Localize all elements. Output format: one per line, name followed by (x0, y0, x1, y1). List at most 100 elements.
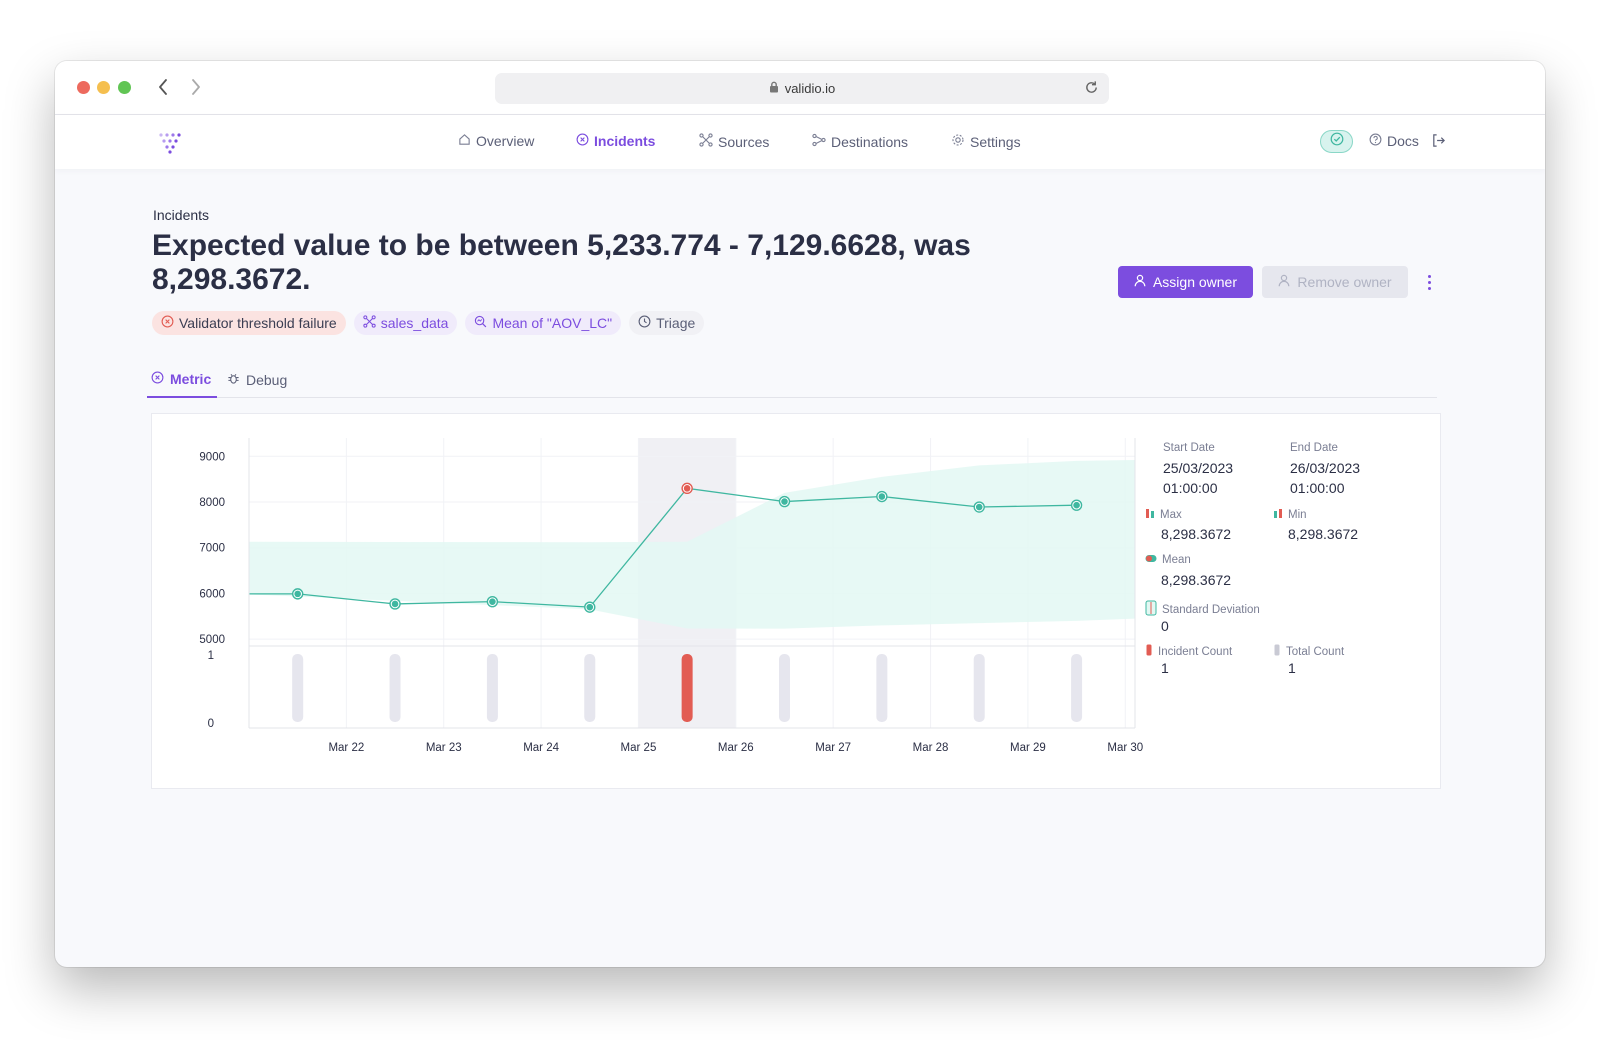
count-tick-label: 1 (208, 650, 214, 662)
page-title: Expected value to be between 5,233.774 -… (152, 229, 971, 296)
data-point (586, 603, 594, 611)
end-time-value: 01:00:00 (1290, 480, 1345, 496)
y-tick-label: 6000 (199, 588, 225, 600)
y-tick-label: 8000 (199, 497, 225, 509)
assign-owner-button[interactable]: Assign owner (1118, 266, 1253, 298)
min-value: 8,298.3672 (1288, 526, 1359, 542)
incident-icon (576, 133, 589, 149)
series-line-mean (249, 487, 1077, 608)
data-point (878, 493, 886, 500)
mean-value: 8,298.3672 (1161, 572, 1232, 588)
back-arrow-icon[interactable] (153, 77, 173, 97)
tag-source[interactable]: sales_data (353, 311, 458, 335)
tab-debug[interactable]: Debug (223, 361, 291, 398)
incident-point (683, 485, 691, 492)
data-point (1073, 501, 1080, 509)
total-count-bar (1071, 654, 1083, 722)
bug-icon (227, 372, 240, 388)
x-tick-label: Mar 27 (815, 742, 851, 754)
start-date-value: 25/03/2023 (1163, 460, 1234, 476)
logout-icon[interactable] (1431, 133, 1446, 153)
nav-item-sources[interactable]: Sources (699, 133, 769, 150)
x-tick-label: Mar 24 (523, 742, 559, 754)
incident-count-icon (1145, 644, 1153, 659)
home-icon (458, 133, 471, 149)
address-bar[interactable]: validio.io (495, 73, 1109, 104)
total-count-bar (292, 654, 304, 722)
incident-tabs: Metric Debug (147, 361, 1437, 398)
minimize-window-button[interactable] (97, 81, 110, 94)
x-tick-label: Mar 29 (1010, 742, 1046, 754)
validio-logo[interactable] (158, 132, 182, 159)
x-tick-label: Mar 26 (718, 742, 754, 754)
main-nav: Overview Incidents Sources Destinations (55, 115, 1545, 169)
min-label: Min (1273, 508, 1307, 522)
nav-item-destinations[interactable]: Destinations (812, 133, 908, 150)
incident-icon (151, 371, 164, 387)
y-tick-label: 5000 (199, 634, 225, 646)
check-circle-icon (1330, 132, 1344, 151)
incident-tags: Validator threshold failure sales_data M… (152, 311, 705, 335)
std-dev-icon (1145, 600, 1157, 619)
url-text: validio.io (784, 81, 836, 96)
user-icon (1134, 274, 1146, 290)
browser-window: validio.io Overview (55, 61, 1545, 967)
tag-status[interactable]: Triage (629, 311, 705, 335)
app-navbar: Overview Incidents Sources Destinations (55, 115, 1545, 169)
close-window-button[interactable] (77, 81, 90, 94)
data-point (975, 503, 983, 511)
y-tick-label: 9000 (199, 451, 225, 463)
max-label: Max (1145, 508, 1182, 522)
incident-count-value: 1 (1161, 660, 1169, 676)
end-date-label: End Date (1290, 442, 1338, 454)
help-circle-icon (1369, 133, 1382, 149)
mean-icon (1145, 554, 1157, 566)
start-date-label: Start Date (1163, 442, 1215, 454)
nav-item-settings[interactable]: Settings (951, 133, 1021, 150)
nav-item-overview[interactable]: Overview (458, 133, 534, 149)
user-icon (1278, 274, 1290, 290)
incident-count-bar (681, 654, 693, 722)
max-icon (1145, 508, 1155, 522)
total-count-bar (973, 654, 985, 722)
total-count-bar (389, 654, 401, 722)
total-count-bar (876, 654, 888, 722)
status-indicator[interactable] (1320, 130, 1353, 153)
min-icon (1273, 508, 1283, 522)
x-tick-label: Mar 23 (426, 742, 462, 754)
reload-icon[interactable] (1084, 80, 1099, 98)
sources-icon (363, 315, 376, 331)
incident-details-panel: Start Date 25/03/2023 01:00:00 End Date … (1145, 436, 1425, 696)
x-tick-label: Mar 28 (913, 742, 949, 754)
tab-metric[interactable]: Metric (147, 361, 217, 398)
forward-arrow-icon[interactable] (186, 77, 206, 97)
maximize-window-button[interactable] (118, 81, 131, 94)
metric-chart: 5000 6000 7000 8000 9000 0 1 Mar 22 Mar 23 Mar 24… (199, 438, 1143, 754)
destinations-icon (812, 133, 826, 150)
breadcrumb[interactable]: Incidents (153, 207, 210, 223)
total-count-value: 1 (1288, 660, 1296, 676)
metric-chart-card: 5000 6000 7000 8000 9000 0 1 Mar 22 Mar 23 Mar 24… (151, 413, 1441, 789)
total-count-label: Total Count (1273, 644, 1344, 659)
browser-titlebar: validio.io (55, 61, 1545, 115)
remove-owner-button[interactable]: Remove owner (1262, 266, 1408, 298)
nav-item-incidents[interactable]: Incidents (576, 133, 655, 149)
threshold-band (249, 459, 1135, 629)
tag-validator[interactable]: Mean of "AOV_LC" (465, 311, 622, 335)
x-tick-label: Mar 22 (328, 742, 364, 754)
more-options-icon[interactable] (1423, 271, 1435, 293)
total-count-bar (778, 654, 790, 722)
end-date-value: 26/03/2023 (1290, 460, 1361, 476)
gear-icon (951, 133, 965, 150)
total-count-bar (584, 654, 596, 722)
std-label: Standard Deviation (1145, 600, 1260, 619)
total-count-bar (486, 654, 498, 722)
max-value: 8,298.3672 (1161, 526, 1232, 542)
data-point (489, 598, 496, 605)
lock-icon (769, 81, 779, 96)
docs-link[interactable]: Docs (1369, 133, 1419, 149)
data-point (294, 590, 301, 598)
std-value: 0 (1161, 618, 1169, 634)
total-count-icon (1273, 644, 1281, 659)
data-point (781, 498, 788, 505)
